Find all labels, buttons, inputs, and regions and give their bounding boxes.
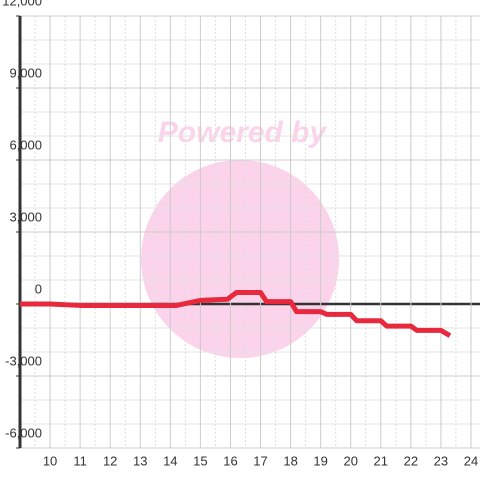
x-tick-label: 23 [434, 453, 448, 468]
y-tick-label: 9,000 [9, 65, 42, 80]
x-tick-label: 13 [133, 453, 147, 468]
x-tick-label: 11 [73, 453, 87, 468]
x-tick-label: 20 [343, 453, 357, 468]
x-tick-label: 12 [103, 453, 117, 468]
x-tick-label: 22 [404, 453, 418, 468]
data-line [20, 289, 452, 338]
x-tick-label: 24 [464, 453, 478, 468]
watermark-text: Powered by [158, 116, 328, 149]
x-tick-label: 16 [223, 453, 237, 468]
x-tick-label: 19 [313, 453, 327, 468]
y-tick-label: -3,000 [5, 353, 42, 368]
x-tick-label: 10 [43, 453, 57, 468]
y-tick-label: 6,000 [9, 137, 42, 152]
y-tick-label: 3,000 [9, 209, 42, 224]
x-tick-label: 21 [374, 453, 388, 468]
y-tick-label: 0 [35, 281, 42, 296]
x-tick-label: 17 [253, 453, 267, 468]
y-tick-label: -6,000 [5, 425, 42, 440]
x-tick-label: 15 [193, 453, 207, 468]
watermark-logo [141, 160, 339, 358]
x-tick-label: 18 [283, 453, 297, 468]
x-tick-label: 14 [163, 453, 177, 468]
y-tick-label: 12,000 [2, 0, 42, 8]
